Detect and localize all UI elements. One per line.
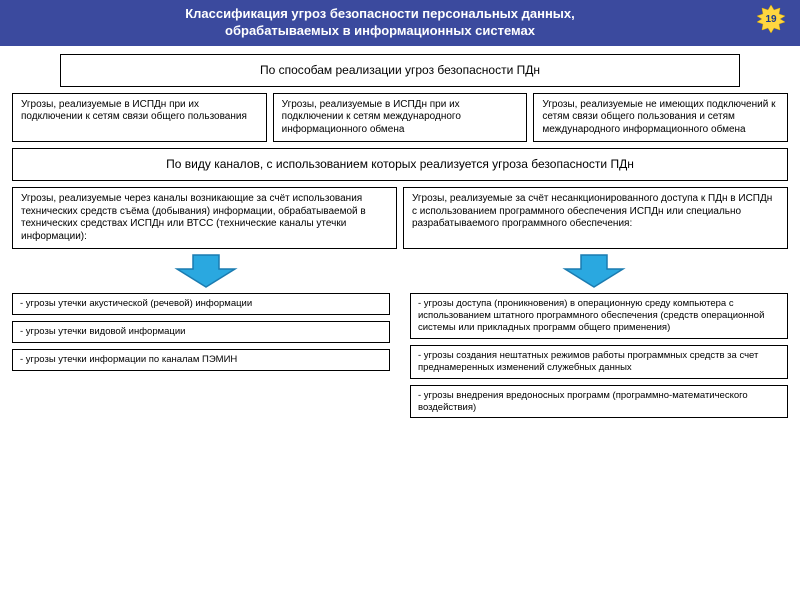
- section2-branch-left: Угрозы, реализуемые через каналы возника…: [12, 187, 397, 249]
- section1-title: По способам реализации угроз безопасност…: [60, 54, 740, 87]
- section1-item: Угрозы, реализуемые в ИСПДн при их подкл…: [273, 93, 528, 143]
- slide-header: Классификация угроз безопасности персона…: [0, 0, 800, 46]
- right-column: - угрозы доступа (проникновения) в опера…: [410, 293, 788, 418]
- page-number-badge: 19: [756, 4, 786, 34]
- arrows-row: [12, 253, 788, 289]
- header-title-line1: Классификация угроз безопасности персона…: [20, 6, 740, 23]
- down-arrow-icon: [559, 253, 629, 289]
- list-item: - угрозы внедрения вредоносных программ …: [410, 385, 788, 419]
- list-item: - угрозы доступа (проникновения) в опера…: [410, 293, 788, 339]
- list-item: - угрозы создания нештатных режимов рабо…: [410, 345, 788, 379]
- left-column: - угрозы утечки акустической (речевой) и…: [12, 293, 390, 418]
- header-title-line2: обрабатываемых в информационных системах: [20, 23, 740, 40]
- list-item: - угрозы утечки видовой информации: [12, 321, 390, 343]
- section1-items: Угрозы, реализуемые в ИСПДн при их подкл…: [12, 93, 788, 143]
- section2-branch-right: Угрозы, реализуемые за счёт несанкционир…: [403, 187, 788, 249]
- list-item: - угрозы утечки информации по каналам ПЭ…: [12, 349, 390, 371]
- list-item: - угрозы утечки акустической (речевой) и…: [12, 293, 390, 315]
- page-number: 19: [765, 14, 776, 25]
- section1-item: Угрозы, реализуемые не имеющих подключен…: [533, 93, 788, 143]
- down-arrow-icon: [171, 253, 241, 289]
- detail-columns: - угрозы утечки акустической (речевой) и…: [12, 293, 788, 418]
- section1-item: Угрозы, реализуемые в ИСПДн при их подкл…: [12, 93, 267, 143]
- section2-branches: Угрозы, реализуемые через каналы возника…: [12, 187, 788, 249]
- section2-title: По виду каналов, с использованием которы…: [12, 148, 788, 181]
